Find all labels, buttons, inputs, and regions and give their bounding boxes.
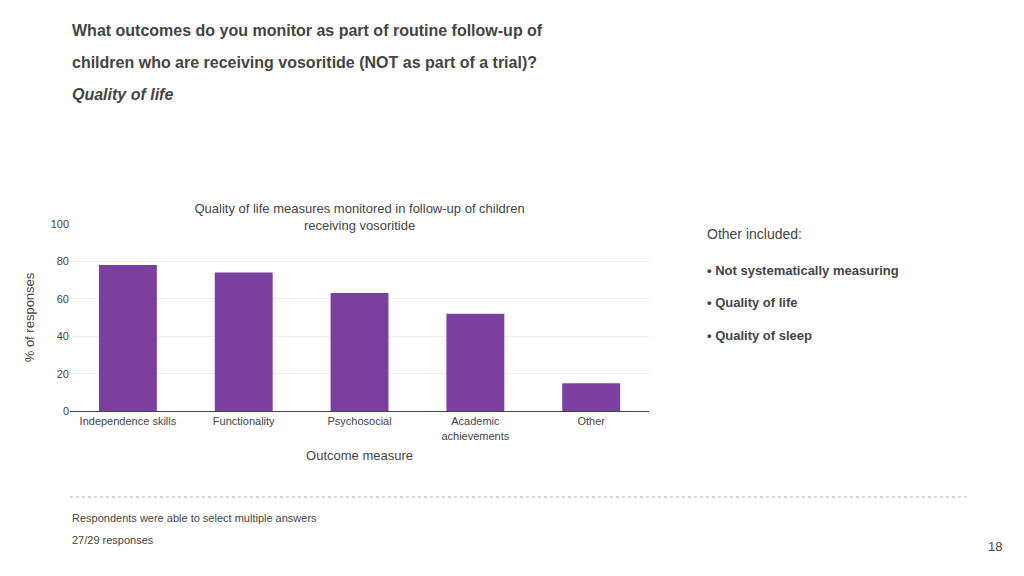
- svg-text:40: 40: [57, 330, 69, 342]
- svg-text:Functionality: Functionality: [213, 415, 275, 427]
- svg-text:Independence skills: Independence skills: [80, 415, 177, 427]
- svg-text:% of responses: % of responses: [22, 272, 37, 362]
- svg-text:27/29 responses: 27/29 responses: [72, 534, 154, 546]
- svg-text:• Quality of sleep: • Quality of sleep: [707, 328, 812, 343]
- svg-text:Psychosocial: Psychosocial: [327, 415, 391, 427]
- svg-text:Quality of life: Quality of life: [72, 86, 173, 103]
- svg-text:• Not systematically measuring: • Not systematically measuring: [707, 263, 899, 278]
- svg-text:0: 0: [63, 405, 69, 417]
- svg-text:What outcomes do you monitor a: What outcomes do you monitor as part of …: [72, 22, 543, 39]
- svg-text:Respondents were able to selec: Respondents were able to select multiple…: [72, 512, 317, 524]
- svg-text:Quality of life measures monit: Quality of life measures monitored in fo…: [194, 201, 524, 233]
- svg-text:Other: Other: [577, 415, 605, 427]
- svg-text:children who are receiving vos: children who are receiving vosoritide (N…: [72, 54, 537, 71]
- svg-text:18: 18: [988, 539, 1002, 554]
- svg-text:Outcome measure: Outcome measure: [306, 448, 413, 463]
- svg-text:60: 60: [57, 293, 69, 305]
- svg-text:100: 100: [51, 218, 69, 230]
- svg-text:Academicachievements: Academicachievements: [441, 415, 509, 441]
- svg-text:20: 20: [57, 368, 69, 380]
- svg-text:Other included:: Other included:: [707, 226, 802, 242]
- svg-text:80: 80: [57, 255, 69, 267]
- svg-text:• Quality of life: • Quality of life: [707, 295, 798, 310]
